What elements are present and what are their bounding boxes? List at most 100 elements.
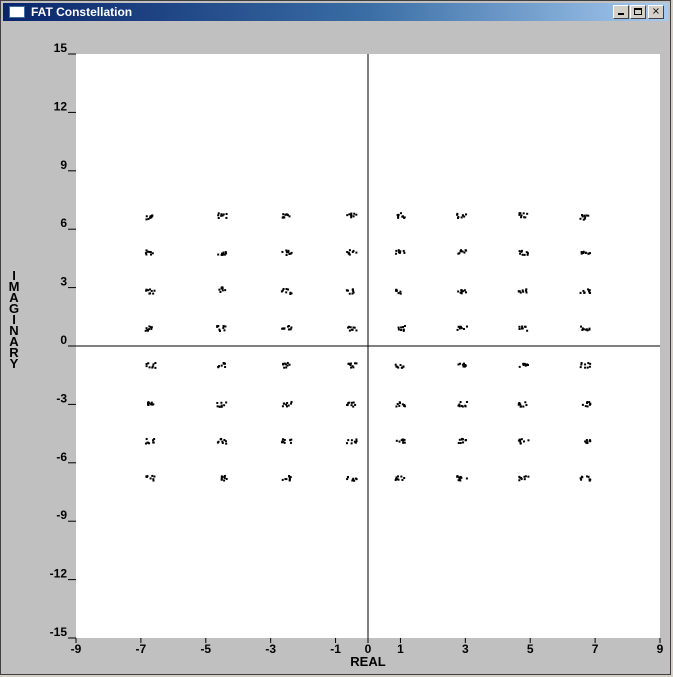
constellation-point — [517, 401, 528, 408]
y-tick-label: 12 — [54, 99, 68, 113]
constellation-point — [346, 212, 358, 219]
constellation-point — [217, 361, 227, 369]
x-tick-label: -7 — [136, 642, 147, 656]
constellation-point — [457, 249, 468, 255]
constellation-point — [216, 437, 228, 445]
close-icon: × — [651, 6, 661, 17]
constellation-point — [518, 362, 529, 368]
y-tick-label: -9 — [56, 508, 67, 522]
constellation-point — [395, 438, 406, 444]
constellation-point — [457, 400, 468, 408]
constellation-point — [145, 214, 154, 221]
constellation-point — [456, 212, 468, 220]
constellation-point — [457, 289, 467, 295]
constellation-point — [456, 325, 469, 331]
x-tick-label: -5 — [200, 642, 211, 656]
close-button[interactable]: × — [648, 5, 664, 19]
constellation-point — [280, 438, 293, 444]
constellation-point — [584, 439, 592, 445]
constellation-point — [281, 325, 293, 331]
constellation-point — [579, 288, 592, 294]
window-title: FAT Constellation — [31, 5, 133, 19]
constellation-point — [579, 214, 590, 221]
constellation-point — [144, 437, 156, 445]
plot-client-area: -9 -7 -5 -3 -1 0 1 3 5 7 9 15 12 9 6 3 0 -3 -6 -9 -12 -15 REA… — [3, 22, 668, 672]
constellation-point — [346, 249, 358, 256]
constellation-point — [145, 474, 156, 482]
constellation-point — [281, 474, 292, 482]
constellation-point — [345, 288, 355, 295]
window-controls: × — [612, 5, 664, 19]
constellation-point — [281, 249, 293, 257]
y-axis-title-letter: A — [9, 290, 19, 305]
constellation-point — [395, 401, 406, 408]
x-tick-label: 9 — [657, 642, 664, 656]
constellation-point — [345, 438, 358, 445]
x-tick-label: 1 — [397, 642, 404, 656]
y-axis-title-letter: M — [9, 279, 20, 294]
x-axis-title: REAL — [350, 654, 385, 669]
constellation-point — [145, 361, 157, 369]
constellation-point — [517, 438, 530, 445]
y-tick-label: -12 — [50, 567, 68, 581]
y-tick-label: 15 — [54, 41, 68, 55]
x-tick-label: 0 — [365, 642, 372, 656]
x-tick-label: -3 — [265, 642, 276, 656]
constellation-point — [580, 250, 591, 255]
tick-marks — [68, 53, 661, 643]
y-tick-label: -6 — [56, 450, 67, 464]
y-tick-label: 3 — [60, 275, 67, 289]
constellation-point — [579, 362, 592, 369]
maximize-icon — [634, 8, 642, 15]
constellation-point — [280, 288, 293, 295]
constellation-point — [456, 475, 468, 482]
constellation-point — [579, 475, 592, 482]
constellation-point — [396, 212, 406, 219]
constellation-point — [581, 401, 592, 408]
constellation-point — [145, 288, 156, 295]
y-axis-title-letter: I — [12, 312, 16, 327]
x-tick-label: -1 — [330, 642, 341, 656]
constellation-point — [394, 475, 406, 482]
x-tick-label: 3 — [462, 642, 469, 656]
constellation-point — [518, 475, 530, 482]
constellation-point — [517, 288, 528, 294]
constellation-point — [518, 325, 529, 332]
constellation-point — [281, 213, 291, 219]
y-axis-title-letter: I — [12, 268, 16, 283]
constellation-point — [217, 212, 228, 220]
y-axis-title-letter: Y — [10, 356, 19, 371]
minimize-icon — [618, 13, 624, 15]
constellation-point — [397, 324, 406, 332]
constellation-point — [395, 249, 406, 255]
tick-labels: -9 -7 -5 -3 -1 0 1 3 5 7 9 15 12 9 6 3 0 -3 -6 -9 -12 -15 — [50, 41, 664, 656]
y-axis-title-letter: N — [9, 323, 18, 338]
constellation-point — [347, 362, 358, 369]
constellation-point — [395, 288, 402, 295]
constellation-point — [346, 475, 358, 482]
constellation-point — [518, 249, 529, 256]
y-axis-title-letter: A — [9, 334, 19, 349]
minimize-button[interactable] — [613, 5, 629, 19]
constellation-point — [394, 363, 405, 369]
constellation-point — [218, 286, 227, 293]
window-app-icon[interactable] — [9, 6, 25, 18]
constellation-point — [347, 325, 358, 332]
y-axis-title-letter: R — [9, 345, 19, 360]
constellation-point — [144, 325, 153, 332]
constellation-point — [220, 474, 228, 482]
maximize-button[interactable] — [630, 5, 646, 19]
y-tick-label: -3 — [56, 391, 67, 405]
x-tick-label: 7 — [592, 642, 599, 656]
y-tick-label: -15 — [50, 625, 68, 639]
constellation-point — [216, 325, 227, 332]
constellation-points — [144, 212, 592, 482]
constellation-point — [216, 401, 228, 408]
title-bar[interactable]: FAT Constellation × — [3, 3, 668, 21]
constellation-point — [518, 212, 529, 219]
constellation-point — [282, 361, 291, 369]
constellation-point — [457, 362, 467, 368]
y-tick-label: 9 — [60, 158, 67, 172]
